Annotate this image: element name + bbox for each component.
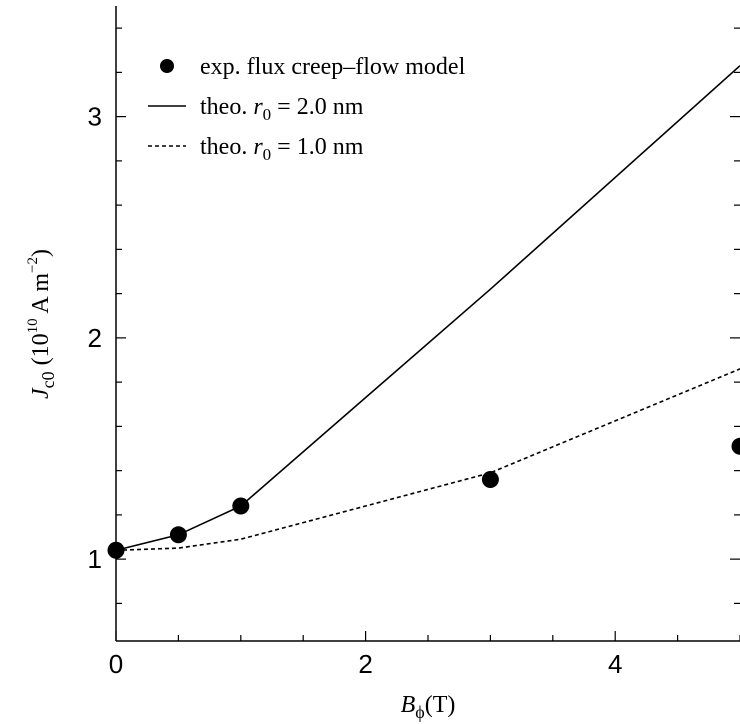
axis-labels: Bϕ(T) Jc0 (1010 A m−2) (25, 249, 455, 722)
series-line-dashed (115, 368, 740, 552)
y-tick-label: 2 (88, 323, 102, 353)
data-point (731, 437, 740, 455)
plot-area (107, 65, 740, 559)
x-tick-label: 0 (109, 649, 123, 679)
legend-entry-text: exp. flux creep–flow model (200, 54, 466, 80)
data-point (481, 470, 499, 488)
y-tick-label: 3 (88, 102, 102, 132)
legend-entry-text: theo. r0 = 1.0 nm (200, 134, 364, 164)
x-tick-label: 2 (358, 649, 372, 679)
x-axis-label: Bϕ(T) (401, 692, 456, 722)
axes-frame (115, 6, 740, 642)
x-tick-label: 4 (608, 649, 622, 679)
legend-marker-dot (160, 59, 174, 73)
legend: exp. flux creep–flow model theo. r0 = 2.0… (148, 54, 466, 164)
legend-entry-text: theo. r0 = 2.0 nm (200, 94, 364, 124)
y-tick-label: 1 (88, 544, 102, 574)
tick-labels: 0 2 4 1 2 3 (88, 102, 623, 679)
series-line-solid (115, 65, 740, 552)
y-axis-label: Jc0 (1010 A m−2) (25, 249, 58, 399)
